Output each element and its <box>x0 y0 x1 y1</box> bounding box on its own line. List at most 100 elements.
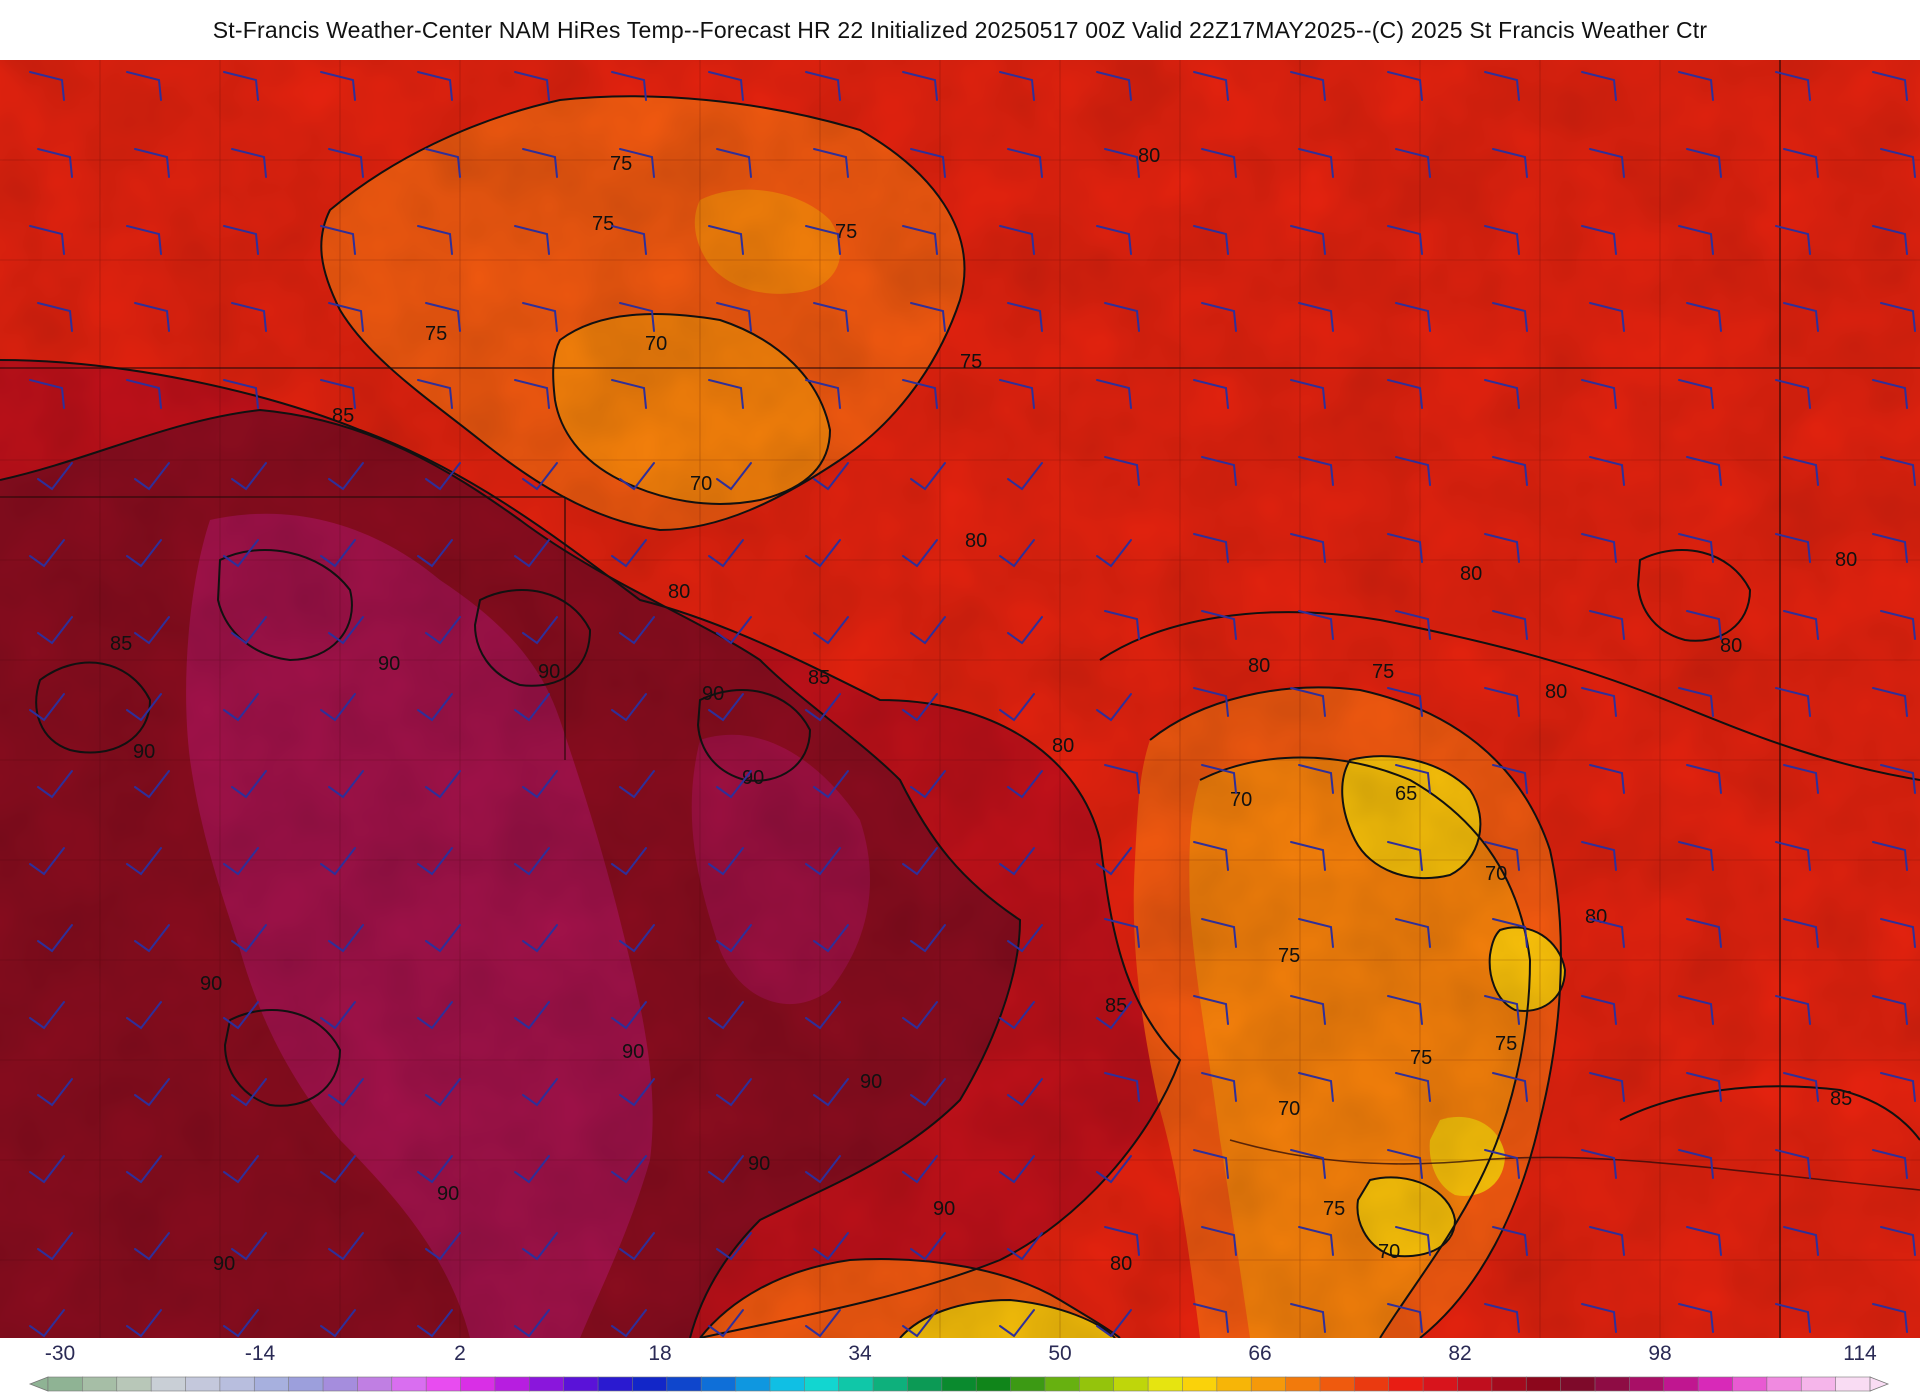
label-80-b: 80 <box>965 530 987 552</box>
colorbar-cell <box>82 1376 118 1392</box>
colorbar-cell <box>907 1376 943 1392</box>
colorbar-cell <box>1285 1376 1321 1392</box>
wind-barb <box>999 1155 1035 1184</box>
wind-barb <box>1783 1072 1819 1102</box>
wind-barb <box>902 693 938 722</box>
wind-barb <box>126 539 162 568</box>
wind-barb <box>1007 148 1043 178</box>
wind-barb <box>611 539 647 568</box>
wind-barb <box>902 539 938 568</box>
wind-barb <box>1581 225 1617 255</box>
wind-barb <box>514 1001 550 1030</box>
wind-barb <box>611 71 647 101</box>
wind-barbs <box>29 71 1916 1338</box>
colorbar-scale <box>28 1376 1890 1392</box>
colorbar-cell <box>1835 1376 1871 1392</box>
colorbar-cell <box>47 1376 84 1392</box>
wind-barb <box>522 1232 558 1261</box>
wind-barb <box>716 924 752 953</box>
wind-barb <box>1193 225 1229 255</box>
wind-barb <box>1783 610 1819 640</box>
label-90-e: 90 <box>133 741 155 763</box>
wind-barb <box>1872 533 1908 563</box>
wind-barb <box>37 924 73 953</box>
wind-barb <box>231 1232 267 1261</box>
wind-barb <box>1678 533 1714 563</box>
wind-barb <box>223 1155 259 1184</box>
colorbar-cell <box>872 1376 909 1392</box>
wind-barb <box>126 1309 162 1338</box>
wind-barb <box>522 462 558 491</box>
wind-barb <box>328 302 364 332</box>
wind-barb <box>999 1001 1035 1030</box>
wind-barb <box>37 462 73 491</box>
wind-barb <box>805 225 841 255</box>
wind-barb <box>514 225 550 255</box>
wind-barb <box>126 225 162 255</box>
wind-barb <box>1686 148 1722 178</box>
colorbar-tick-label: -30 <box>44 1342 76 1365</box>
label-90-i: 90 <box>748 1153 770 1175</box>
wind-barb <box>1298 918 1334 948</box>
wind-barb <box>1201 302 1237 332</box>
wind-barb <box>134 1232 170 1261</box>
colorbar-cell <box>1629 1376 1665 1392</box>
wind-barb <box>1193 995 1229 1025</box>
label-80-h: 80 <box>1545 681 1567 703</box>
wind-barb <box>1387 379 1423 409</box>
wind-barb <box>910 924 946 953</box>
wind-barb <box>1096 225 1132 255</box>
wind-barb <box>514 693 550 722</box>
map-title: St-Francis Weather-Center NAM HiRes Temp… <box>212 16 1708 43</box>
wind-barb <box>1193 533 1229 563</box>
wind-barb <box>1492 1072 1528 1102</box>
wind-barb <box>1193 71 1229 101</box>
wind-barb <box>1007 302 1043 332</box>
wind-barb <box>1783 456 1819 486</box>
wind-barb <box>417 71 453 101</box>
wind-barb <box>320 225 356 255</box>
wind-barb <box>1007 770 1043 799</box>
wind-barb <box>1492 148 1528 178</box>
wind-barb <box>1290 71 1326 101</box>
wind-barb <box>619 1078 655 1107</box>
wind-barb <box>1201 1226 1237 1256</box>
label-70-east: 70 <box>1230 789 1252 811</box>
label-80-c: 80 <box>668 581 690 603</box>
wind-barb <box>328 1232 364 1261</box>
wind-barb <box>611 1001 647 1030</box>
colorbar-left-arrow <box>28 1376 49 1392</box>
wind-barb <box>1484 379 1520 409</box>
wind-barb <box>126 1001 162 1030</box>
wind-barb <box>514 847 550 876</box>
wind-barb <box>320 1001 356 1030</box>
wind-barb <box>223 1309 259 1338</box>
wind-barb <box>619 302 655 332</box>
wind-barb <box>1775 71 1811 101</box>
label-80-f: 80 <box>1248 655 1270 677</box>
wind-barb <box>1686 1072 1722 1102</box>
wind-barb <box>1096 379 1132 409</box>
wind-barb <box>611 225 647 255</box>
label-75-north-e: 75 <box>960 351 982 373</box>
wind-barb <box>1775 995 1811 1025</box>
wind-barb <box>1678 687 1714 717</box>
wind-barb <box>425 770 461 799</box>
wind-barb <box>1880 1226 1916 1256</box>
wind-barb <box>999 539 1035 568</box>
wind-barb <box>1686 456 1722 486</box>
wind-barb <box>328 770 364 799</box>
wind-barb <box>619 924 655 953</box>
wind-barb <box>320 1155 356 1184</box>
label-70-north-b: 70 <box>690 473 712 495</box>
label-90-d: 90 <box>742 767 764 789</box>
wind-barb <box>708 539 744 568</box>
wind-barb <box>1872 995 1908 1025</box>
colorbar-tick-label: 50 <box>1048 1342 1072 1365</box>
colorbar-cell <box>1560 1376 1596 1392</box>
label-70-south: 70 <box>1378 1241 1400 1263</box>
wind-barb <box>425 302 461 332</box>
wind-barb <box>1589 764 1625 794</box>
label-90-b: 90 <box>538 661 560 683</box>
wind-barb <box>231 462 267 491</box>
